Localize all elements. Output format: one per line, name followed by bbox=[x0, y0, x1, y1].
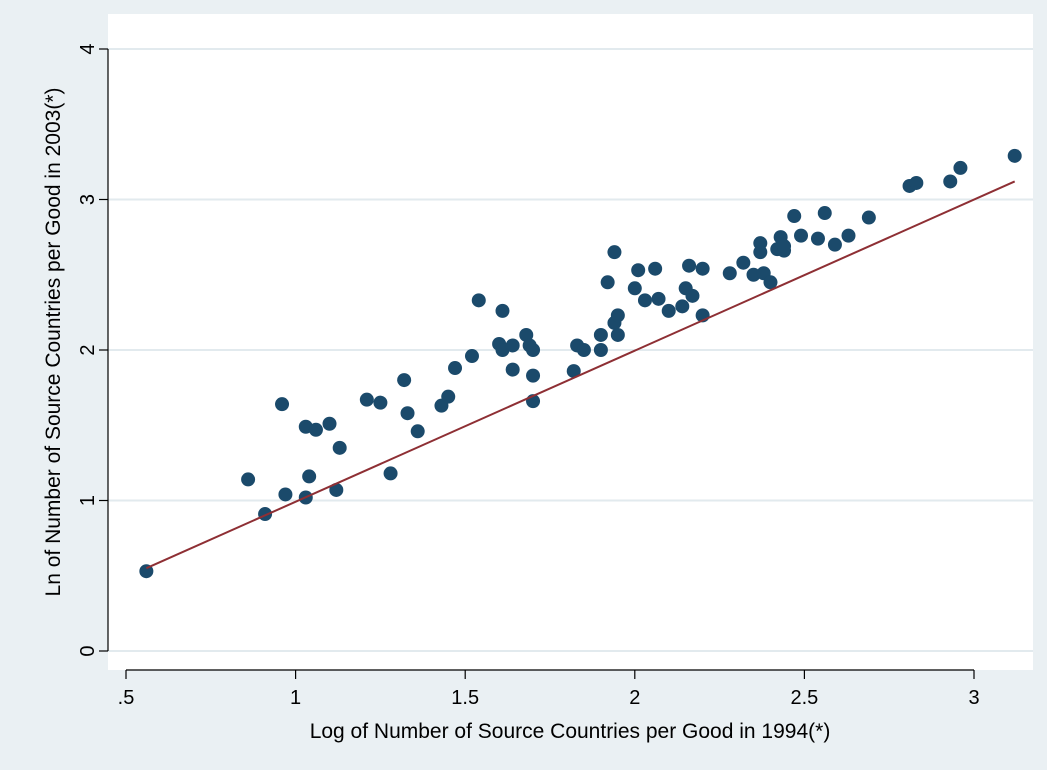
x-axis: .5 1 1.5 2 2.5 3 bbox=[118, 669, 980, 709]
data-point bbox=[695, 261, 710, 276]
x-tick-label: 1 bbox=[290, 687, 301, 709]
data-point bbox=[675, 299, 690, 314]
y-tick-label: 0 bbox=[77, 645, 99, 656]
data-point bbox=[505, 338, 520, 353]
data-point bbox=[607, 245, 622, 260]
data-point bbox=[953, 160, 968, 175]
data-point bbox=[763, 275, 778, 290]
data-point bbox=[909, 175, 924, 190]
data-point bbox=[794, 228, 809, 243]
data-point bbox=[383, 466, 398, 481]
data-point bbox=[302, 469, 317, 484]
data-point bbox=[241, 472, 256, 487]
data-point bbox=[359, 392, 374, 407]
data-point bbox=[722, 266, 737, 281]
data-point bbox=[600, 275, 615, 290]
data-points bbox=[139, 148, 1022, 579]
data-point bbox=[841, 228, 856, 243]
data-point bbox=[322, 416, 337, 431]
data-point bbox=[651, 291, 666, 306]
data-point bbox=[637, 293, 652, 308]
fitted-line bbox=[145, 180, 1016, 570]
data-point bbox=[777, 239, 792, 254]
data-point bbox=[576, 343, 591, 357]
data-point bbox=[526, 343, 541, 357]
plot-area bbox=[108, 14, 1033, 670]
data-point bbox=[810, 231, 825, 246]
y-axis-title: Ln of Number of Source Countries per Goo… bbox=[42, 88, 65, 597]
data-point bbox=[400, 406, 415, 421]
data-point bbox=[610, 308, 625, 323]
data-point bbox=[827, 237, 842, 252]
x-tick-label: 1.5 bbox=[451, 687, 479, 709]
data-point bbox=[275, 397, 290, 412]
data-point bbox=[441, 389, 456, 404]
data-point bbox=[1007, 148, 1022, 163]
data-point bbox=[736, 255, 751, 270]
data-point bbox=[593, 327, 608, 342]
data-point bbox=[817, 206, 832, 221]
y-tick-label: 2 bbox=[77, 344, 99, 355]
grid-lines bbox=[108, 48, 1033, 652]
data-point bbox=[329, 482, 344, 497]
data-point bbox=[682, 258, 697, 273]
data-point bbox=[685, 288, 700, 303]
data-point bbox=[631, 263, 646, 278]
data-point bbox=[505, 362, 520, 377]
x-tick-label: 2 bbox=[629, 687, 640, 709]
data-point bbox=[861, 210, 876, 225]
y-tick-label: 4 bbox=[77, 43, 99, 54]
data-point bbox=[373, 395, 388, 410]
data-point bbox=[464, 349, 479, 364]
x-axis-title: Log of Number of Source Countries per Go… bbox=[310, 720, 831, 743]
data-point bbox=[397, 373, 412, 388]
data-point bbox=[495, 303, 510, 318]
data-point bbox=[648, 261, 663, 276]
data-point bbox=[610, 327, 625, 342]
data-point bbox=[526, 368, 541, 383]
data-point bbox=[410, 424, 425, 439]
data-point bbox=[787, 209, 802, 224]
data-point bbox=[278, 487, 293, 502]
y-tick-label: 1 bbox=[77, 495, 99, 506]
x-tick-label: .5 bbox=[118, 687, 135, 709]
data-point bbox=[308, 422, 323, 437]
y-axis: 0 1 2 3 4 bbox=[77, 43, 109, 657]
x-tick-label: 3 bbox=[968, 687, 979, 709]
data-point bbox=[471, 293, 486, 308]
data-point bbox=[753, 245, 768, 260]
x-tick-label: 2.5 bbox=[790, 687, 818, 709]
data-point bbox=[519, 327, 534, 342]
data-point bbox=[627, 281, 642, 296]
data-point bbox=[332, 440, 347, 455]
data-point bbox=[661, 303, 676, 318]
y-tick-label: 3 bbox=[77, 194, 99, 205]
data-point bbox=[593, 343, 608, 357]
data-point bbox=[448, 361, 463, 376]
data-point bbox=[943, 174, 958, 189]
data-point bbox=[566, 364, 581, 379]
